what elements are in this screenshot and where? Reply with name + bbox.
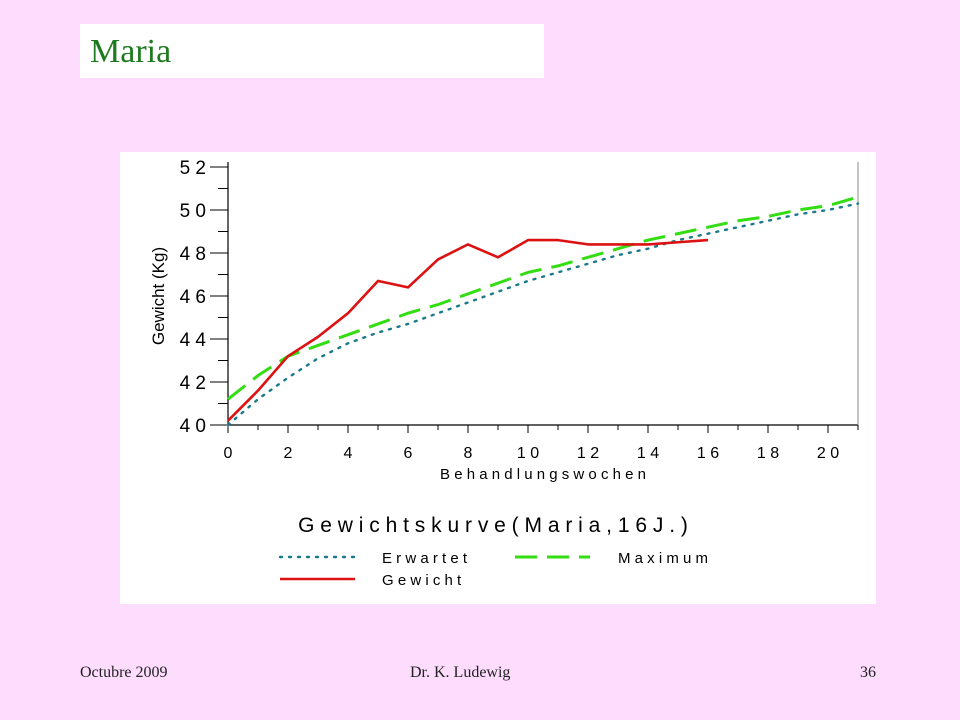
series-line-maximum bbox=[227, 195, 859, 401]
footer-author: Dr. K. Ludewig bbox=[410, 664, 511, 681]
title-box: Maria bbox=[80, 24, 544, 78]
x-tick-label: 1 2 bbox=[577, 445, 599, 462]
y-axis-label: Gewicht (Kg) bbox=[149, 247, 168, 345]
x-tick-label: 6 bbox=[404, 445, 413, 462]
y-tick-label: 4 8 bbox=[180, 244, 206, 265]
weight-chart: 4 0 4 2 4 4 4 6 4 8 5 0 5 2 0 2 4 6 8 1 0 1 2 1 4 1 6 1 … bbox=[149, 158, 860, 589]
x-tick-label: 1 6 bbox=[697, 445, 719, 462]
y-tick-label: 5 2 bbox=[180, 158, 206, 179]
chart-title: G e w i c h t s k u r v e ( M a r i a , … bbox=[298, 514, 688, 537]
x-tick-label: 2 bbox=[284, 445, 293, 462]
x-axis-label: B e h a n d l u n g s w o c h e n bbox=[440, 466, 646, 483]
legend-label-maximum: M a x i m u m bbox=[618, 550, 708, 567]
x-tick-label: 1 0 bbox=[517, 445, 539, 462]
y-tick-label: 4 4 bbox=[180, 330, 207, 351]
y-tick-label: 4 0 bbox=[180, 416, 206, 437]
slide-title: Maria bbox=[90, 33, 172, 70]
series-line-gewicht bbox=[227, 238, 709, 422]
y-tick-label: 5 0 bbox=[180, 201, 206, 222]
y-tick-label: 4 2 bbox=[180, 373, 206, 394]
series-line-erwartet bbox=[226, 202, 860, 427]
legend-label-gewicht: G e w i c h t bbox=[382, 572, 462, 589]
chart-panel: 4 0 4 2 4 4 4 6 4 8 5 0 5 2 0 2 4 6 8 1 0 1 2 1 4 1 6 1 … bbox=[120, 152, 876, 604]
x-tick-label: 2 0 bbox=[817, 445, 839, 462]
footer-date: Octubre 2009 bbox=[80, 664, 168, 681]
x-tick-label: 4 bbox=[344, 445, 353, 462]
footer-page-number: 36 bbox=[860, 664, 876, 681]
x-tick-label: 8 bbox=[464, 445, 473, 462]
legend-label-erwartet: E r w a r t e t bbox=[382, 550, 468, 567]
x-tick-label: 0 bbox=[224, 445, 233, 462]
x-tick-label: 1 4 bbox=[637, 445, 659, 462]
y-tick-label: 4 6 bbox=[180, 287, 206, 308]
x-tick-label: 1 8 bbox=[757, 445, 779, 462]
